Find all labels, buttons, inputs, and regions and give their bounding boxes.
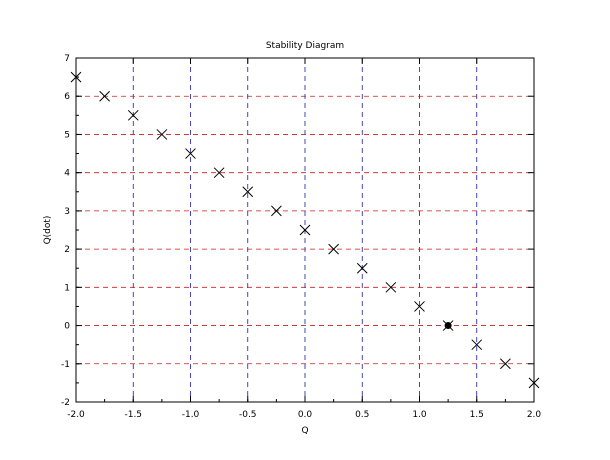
x-axis-label: Q (301, 426, 308, 436)
data-point (271, 205, 282, 217)
data-point (156, 129, 168, 140)
x-tick-label: 0.5 (355, 410, 369, 420)
x-tick-label: -1.0 (182, 410, 200, 420)
data-point (185, 148, 196, 159)
y-axis-label: Q(dot) (43, 216, 53, 245)
data-point (328, 243, 339, 255)
data-point (127, 109, 139, 121)
x-tick-label: -2.0 (67, 410, 85, 420)
y-tick-label: 7 (64, 54, 70, 64)
data-points (70, 71, 540, 389)
data-point (471, 339, 483, 351)
y-tick-label: 4 (64, 169, 70, 179)
y-tick-label: 0 (64, 322, 70, 332)
x-tick-label: 0.0 (298, 410, 313, 420)
data-point (242, 186, 254, 198)
data-point (414, 301, 425, 312)
y-tick-label: 6 (64, 92, 70, 102)
grid-lines (76, 58, 534, 402)
data-point (299, 224, 311, 236)
data-point (356, 262, 368, 274)
x-tick-label: 1.5 (470, 410, 484, 420)
y-tick-label: 1 (64, 283, 70, 293)
highlight-point (444, 322, 452, 330)
x-tick-label: -0.5 (239, 410, 257, 420)
tick-labels: -2.0 -1.5 -1.0 -0.5 0.0 0.5 1.0 1.5 2.0 -2 -1 0 1 2 3 4… (61, 54, 541, 420)
y-tick-label: 3 (64, 207, 70, 217)
plot-frame (75, 57, 535, 403)
x-tick-label: 2.0 (527, 410, 542, 420)
data-point (385, 281, 397, 293)
data-point (99, 90, 110, 102)
y-tick-label: 5 (64, 130, 70, 140)
y-tick-label: -1 (61, 360, 70, 370)
data-point (500, 358, 511, 370)
chart-title: Stability Diagram (266, 41, 344, 51)
data-point (213, 167, 225, 179)
x-tick-label: -1.5 (124, 410, 142, 420)
x-tick-label: 1.0 (412, 410, 427, 420)
y-tick-label: 2 (64, 245, 70, 255)
y-tick-label: -2 (61, 398, 70, 408)
